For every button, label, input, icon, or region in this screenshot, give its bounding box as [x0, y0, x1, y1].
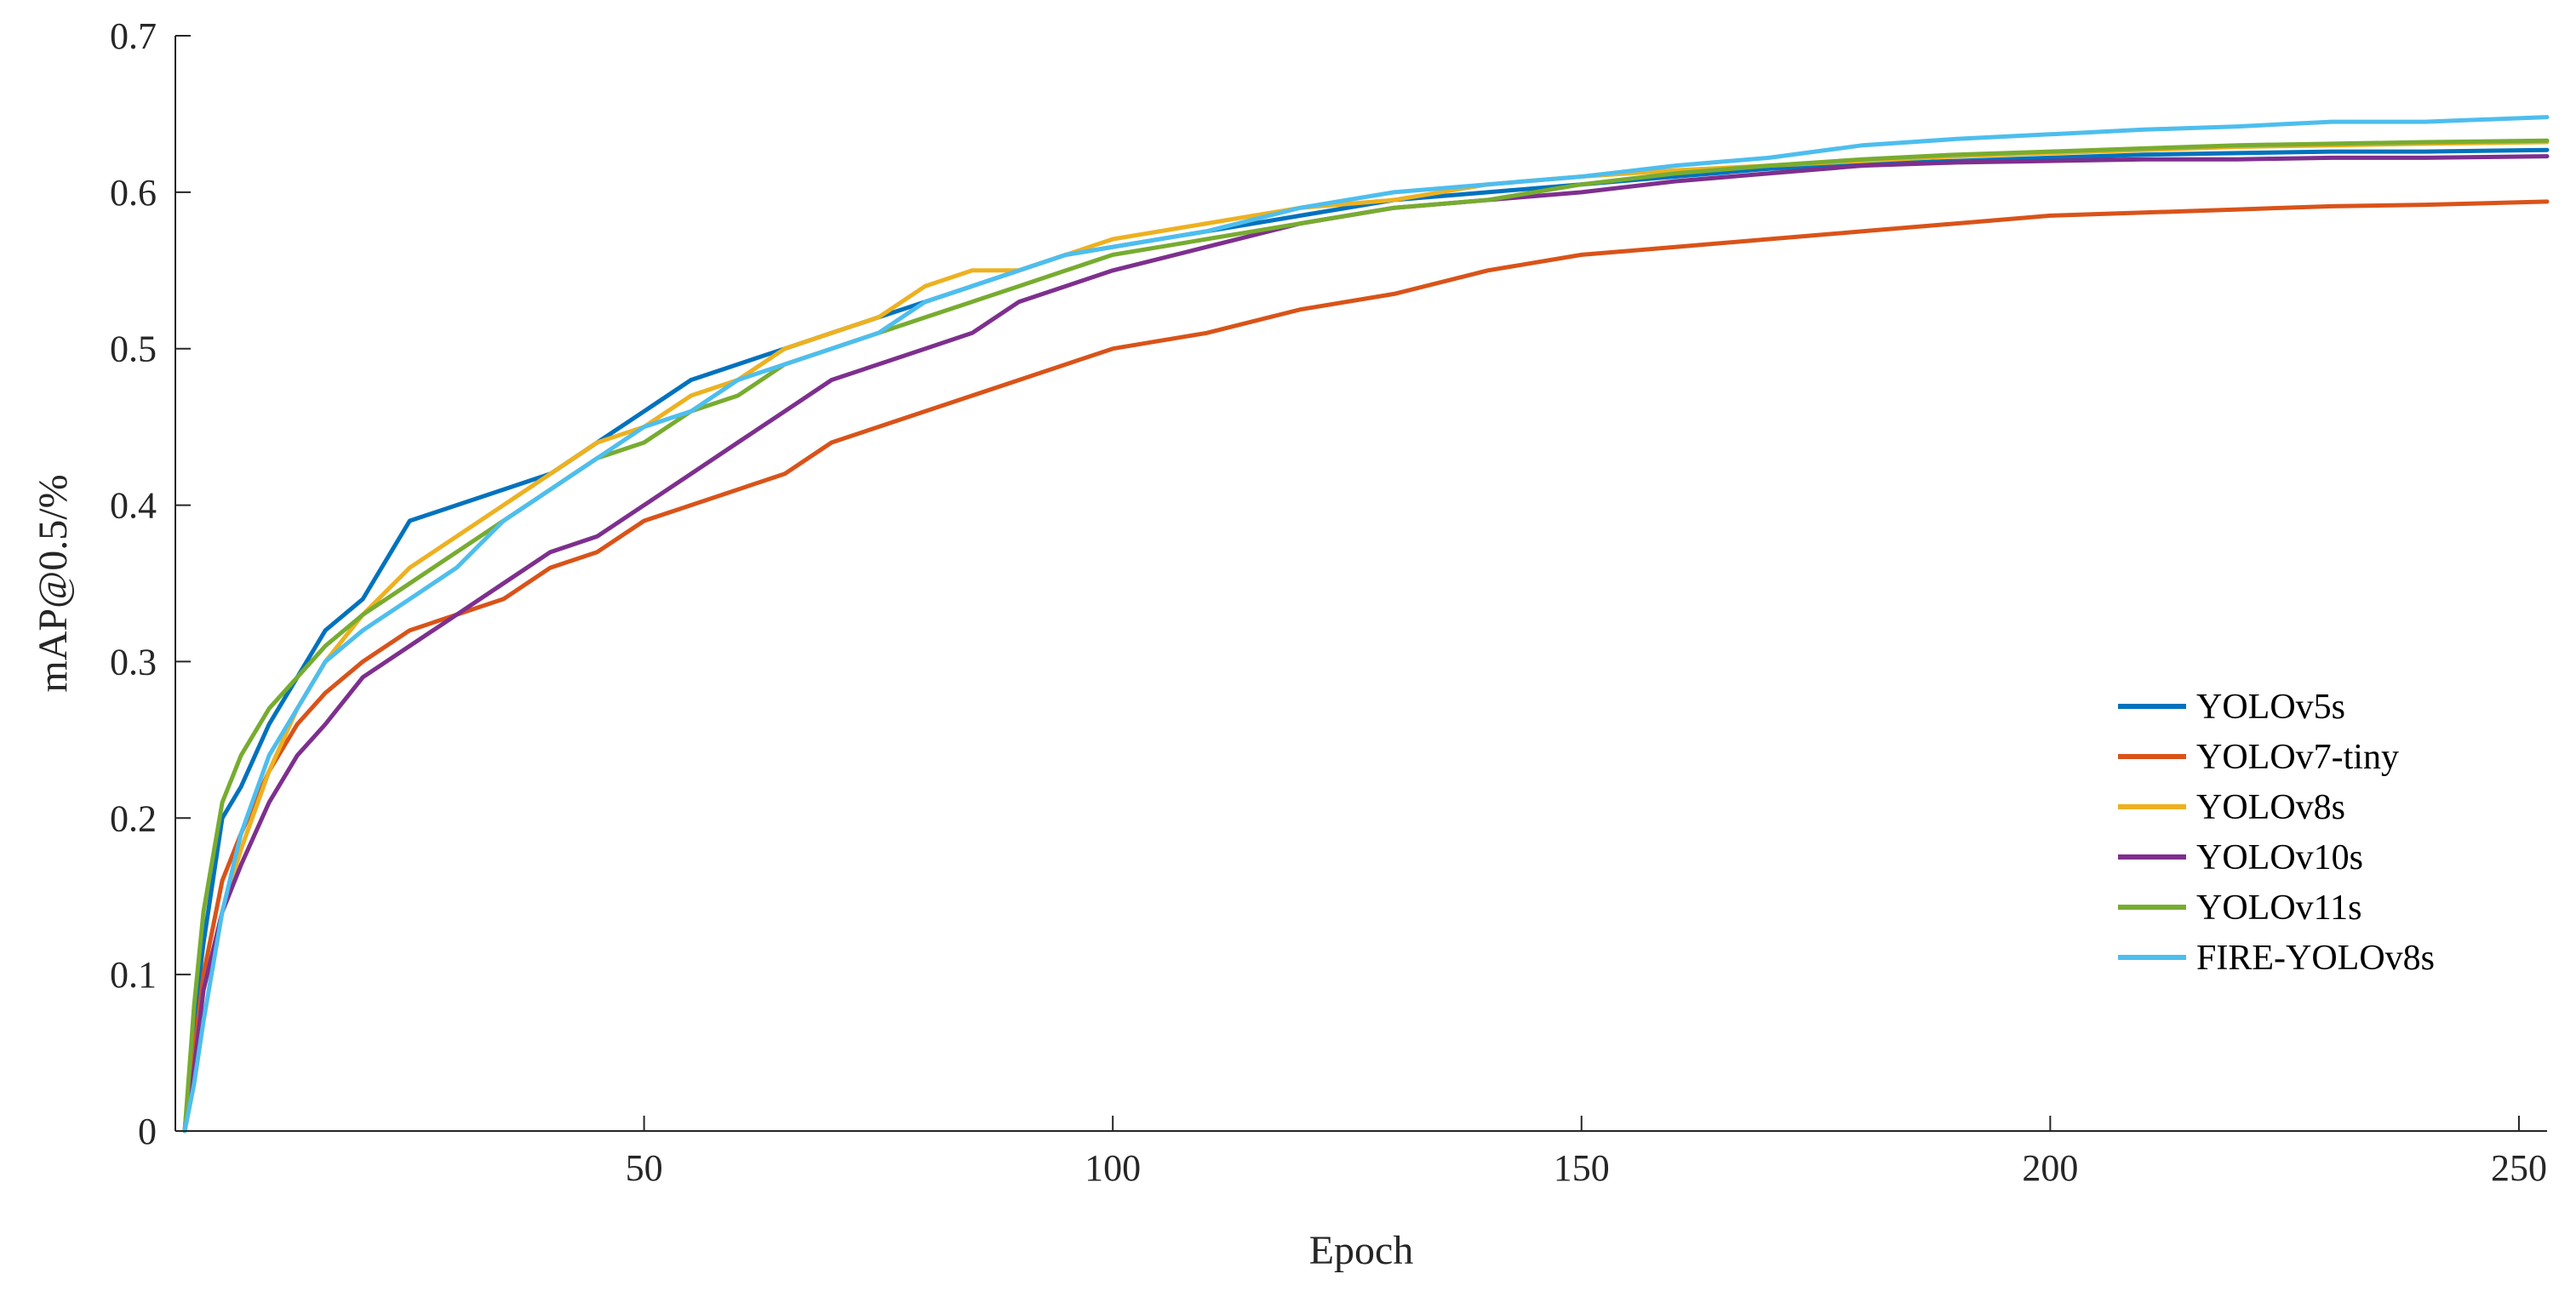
x-tick-label: 100 — [1085, 1147, 1141, 1189]
x-tick-label: 200 — [2022, 1147, 2078, 1189]
series-line-4 — [182, 138, 2550, 1134]
legend: YOLOv5s YOLOv7-tiny YOLOv8s YOLOv10s YOLOv11… — [2118, 688, 2435, 978]
series-line-5 — [182, 115, 2550, 1134]
x-axis-title: Epoch — [1309, 1228, 1414, 1273]
axes — [175, 36, 2547, 1132]
legend-label: FIRE-YOLOv8s — [2196, 939, 2435, 978]
legend-label: YOLOv8s — [2196, 788, 2345, 827]
legend-label: YOLOv5s — [2196, 688, 2345, 727]
series-line-1 — [182, 199, 2550, 1134]
y-tick-label: 0.6 — [110, 172, 157, 214]
x-tick-label: 150 — [1554, 1147, 1610, 1189]
y-tick-label: 0.1 — [110, 954, 157, 996]
legend-label: YOLOv10s — [2196, 838, 2363, 877]
x-tick-label: 50 — [626, 1147, 663, 1189]
y-axis-title: mAP@0.5/% — [31, 474, 76, 692]
y-tick-label: 0.7 — [110, 15, 157, 57]
y-tick-label: 0.3 — [110, 641, 157, 683]
y-tick-label: 0.5 — [110, 328, 157, 370]
series-line-3 — [182, 154, 2550, 1134]
legend-label: YOLOv7-tiny — [2196, 738, 2399, 777]
y-ticks: 0 0.1 0.2 0.3 0.4 0.5 0.6 0.7 — [110, 15, 191, 1152]
y-tick-label: 0.4 — [110, 485, 157, 527]
legend-label: YOLOv11s — [2196, 888, 2361, 928]
y-tick-label: 0 — [138, 1111, 157, 1152]
series-line-2 — [182, 140, 2550, 1134]
y-tick-label: 0.2 — [110, 797, 157, 839]
series-group — [182, 115, 2550, 1134]
x-ticks: 50 100 150 200 250 — [626, 1116, 2547, 1189]
x-tick-label: 250 — [2491, 1147, 2547, 1189]
